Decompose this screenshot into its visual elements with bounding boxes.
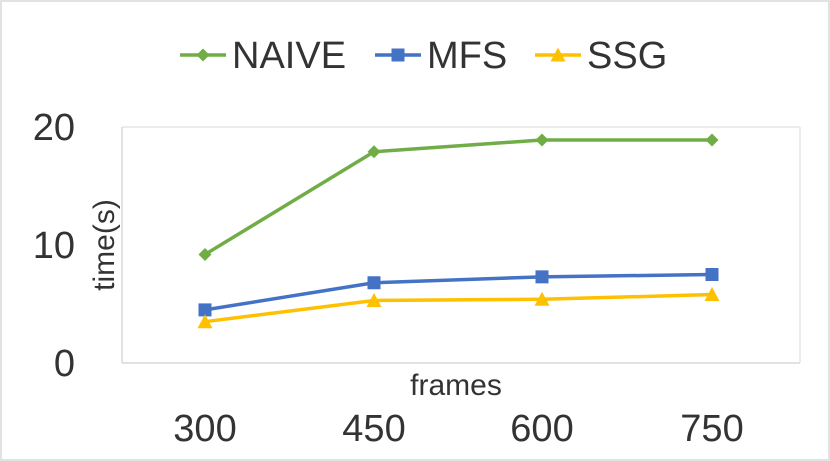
x-tick-labels: 300 450 600 750 (173, 408, 743, 450)
legend-marker-mfs (391, 48, 405, 62)
data-point-ssg (366, 292, 382, 307)
y-tick-labels: 0 10 20 (33, 107, 75, 385)
legend-marker-ssg (550, 47, 566, 62)
legend: NAIVE MFS SSG (180, 35, 667, 77)
data-point-mfs (535, 270, 549, 284)
data-point-naive (367, 145, 381, 159)
legend-marker-naive (196, 48, 210, 62)
x-tick-label: 300 (173, 408, 236, 450)
legend-label-naive: NAIVE (232, 35, 346, 77)
y-tick-label: 20 (33, 107, 75, 149)
legend-item-mfs: MFS (375, 35, 507, 77)
legend-label-mfs: MFS (427, 35, 507, 77)
data-point-ssg (197, 314, 213, 329)
y-tick-label: 10 (33, 225, 75, 267)
series-line-naive (204, 138, 712, 256)
series-line-ssg (204, 292, 713, 324)
data-point-naive (705, 133, 719, 147)
data-point-naive (535, 133, 549, 147)
y-tick-label: 0 (54, 343, 75, 385)
series-layer (197, 133, 720, 329)
series-naive (198, 133, 719, 261)
data-point-mfs (367, 276, 381, 290)
series-line-mfs (204, 272, 713, 312)
x-tick-label: 750 (680, 408, 743, 450)
y-axis-title: time(s) (88, 199, 121, 291)
x-tick-label: 450 (342, 408, 405, 450)
x-tick-label: 600 (510, 408, 573, 450)
series-mfs (198, 268, 719, 317)
data-point-mfs (198, 303, 212, 317)
legend-item-ssg: SSG (535, 35, 667, 77)
data-point-naive (198, 247, 212, 261)
data-point-ssg (534, 291, 550, 306)
series-ssg (197, 287, 720, 329)
legend-item-naive: NAIVE (180, 35, 346, 77)
legend-label-ssg: SSG (587, 35, 667, 77)
x-axis-title: frames (410, 369, 502, 402)
data-point-mfs (705, 268, 719, 281)
data-point-ssg (704, 287, 720, 302)
